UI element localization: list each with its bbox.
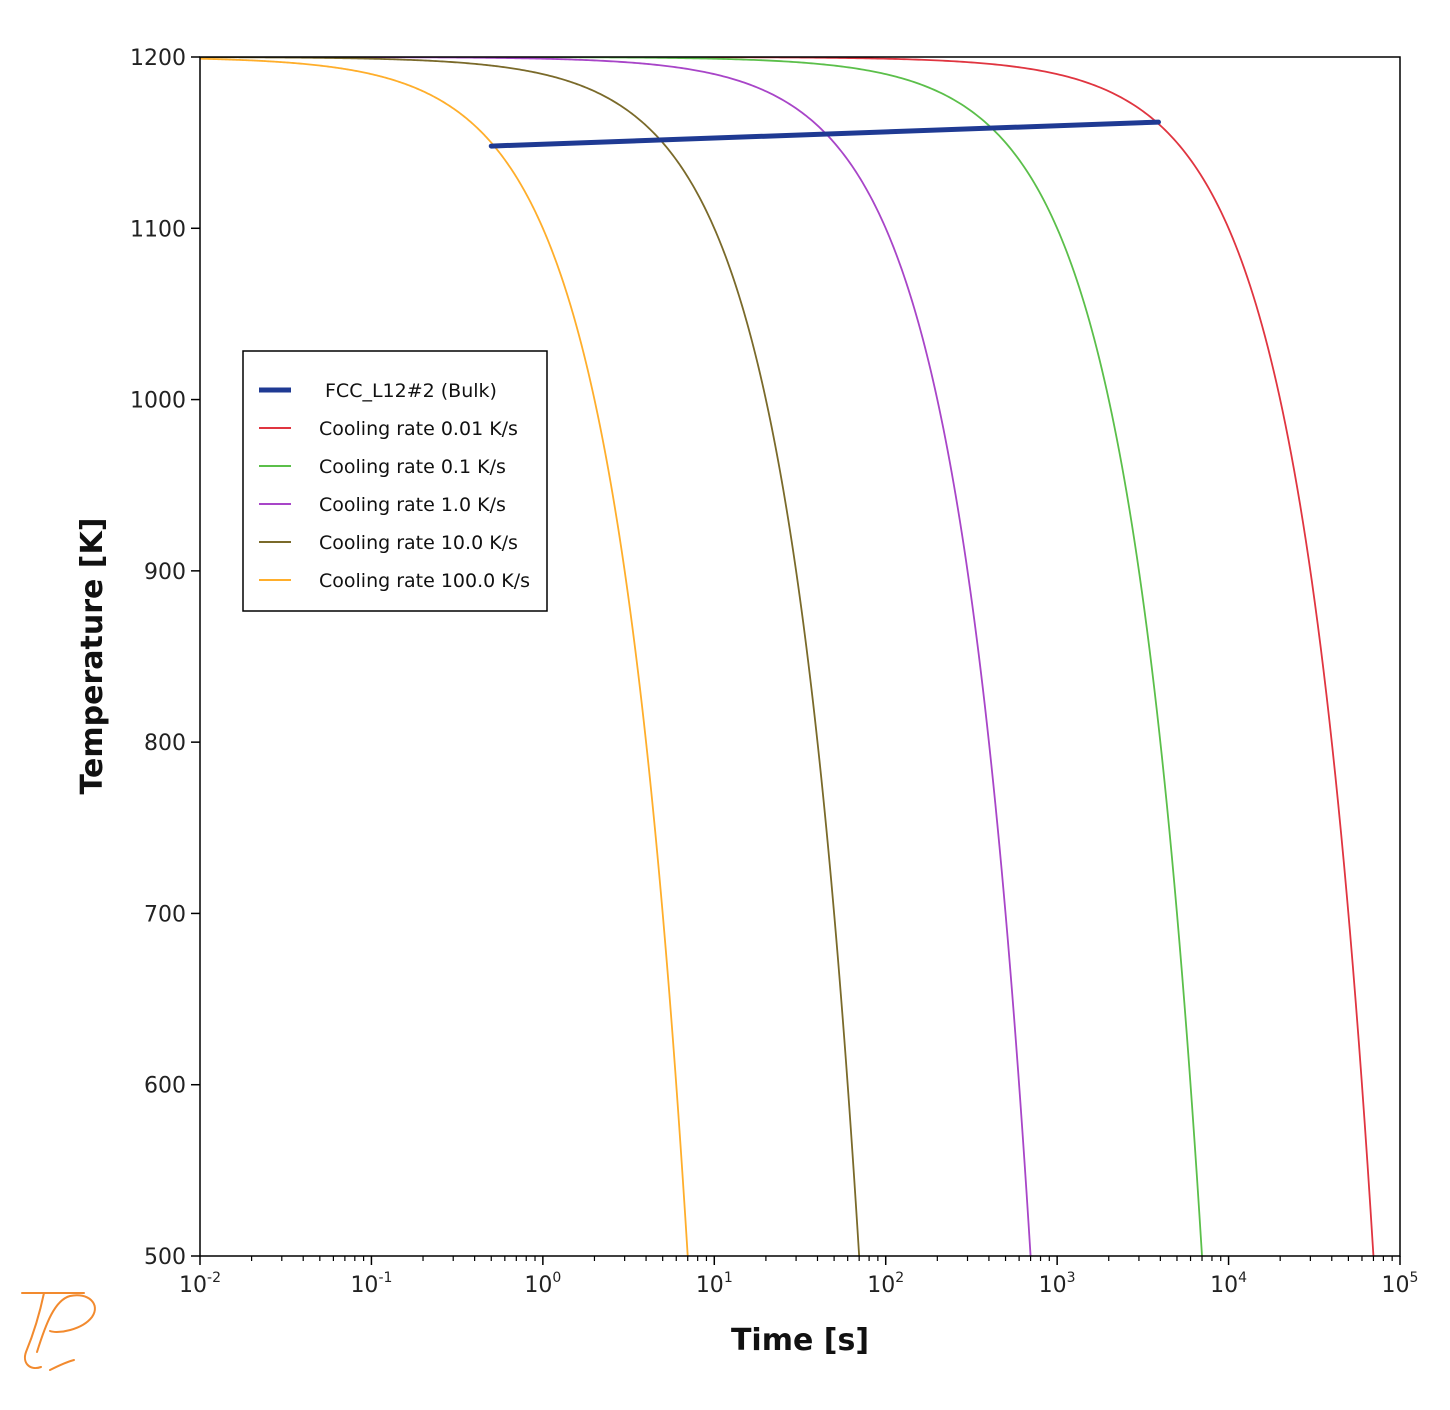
x-tick-base: 10 [1210, 1273, 1238, 1298]
x-tick-label: 100 [524, 1270, 561, 1298]
x-axis: 10-2 10-1 100 101 102 103 104 105 [179, 1256, 1418, 1298]
y-tick-label: 1200 [130, 46, 186, 71]
y-tick-label: 1100 [130, 217, 186, 242]
x-tick-exponent: 5 [1410, 1270, 1419, 1286]
x-tick-exponent: -2 [207, 1270, 221, 1286]
legend-label: Cooling rate 0.1 K/s [319, 456, 506, 478]
x-tick-exponent: -1 [378, 1270, 392, 1286]
plot-area [200, 57, 1400, 1256]
legend-label: Cooling rate 1.0 K/s [319, 494, 506, 516]
x-tick-base: 10 [350, 1273, 378, 1298]
y-tick-label: 600 [144, 1074, 186, 1099]
x-tick-label: 103 [1039, 1270, 1076, 1298]
series-line [488, 119, 1161, 149]
y-tick-label: 1000 [130, 389, 186, 414]
legend-label: Cooling rate 100.0 K/s [319, 570, 530, 592]
y-axis-title: Temperature [K] [75, 518, 110, 795]
x-tick-label: 102 [867, 1270, 904, 1298]
x-tick-label: 10-2 [179, 1270, 221, 1298]
x-tick-exponent: 4 [1238, 1270, 1247, 1286]
legend-label: Cooling rate 10.0 K/s [319, 532, 518, 554]
x-tick-label: 10-1 [350, 1270, 392, 1298]
y-tick-label: 700 [144, 902, 186, 927]
y-tick-label: 800 [144, 731, 186, 756]
x-tick-label: 101 [696, 1270, 733, 1298]
series-line [200, 57, 689, 1256]
legend: FCC_L12#2 (Bulk) Cooling rate 0.01 K/s Coo… [242, 350, 548, 612]
thermo-calc-logo [21, 1292, 96, 1371]
legend-label: FCC_L12#2 (Bulk) [325, 380, 497, 402]
legend-label: Cooling rate 0.01 K/s [319, 418, 518, 440]
x-tick-base: 10 [1039, 1273, 1067, 1298]
x-tick-base: 10 [1382, 1273, 1410, 1298]
legend-box [242, 350, 548, 612]
x-tick-label: 105 [1382, 1270, 1419, 1298]
x-tick-base: 10 [696, 1273, 724, 1298]
x-tick-exponent: 0 [552, 1270, 561, 1286]
x-tick-exponent: 3 [1067, 1270, 1076, 1286]
x-tick-base: 10 [867, 1273, 895, 1298]
y-axis: 500 600 700 800 900 1000 1100 1200 [130, 46, 200, 1270]
x-tick-base: 10 [524, 1273, 552, 1298]
y-tick-label: 900 [144, 560, 186, 585]
plot-frame [199, 56, 1401, 1257]
x-axis-title: Time [s] [731, 1323, 869, 1358]
x-tick-exponent: 2 [895, 1270, 904, 1286]
y-tick-label: 500 [144, 1245, 186, 1270]
x-tick-label: 104 [1210, 1270, 1247, 1298]
x-tick-exponent: 1 [724, 1270, 733, 1286]
x-tick-base: 10 [179, 1273, 207, 1298]
